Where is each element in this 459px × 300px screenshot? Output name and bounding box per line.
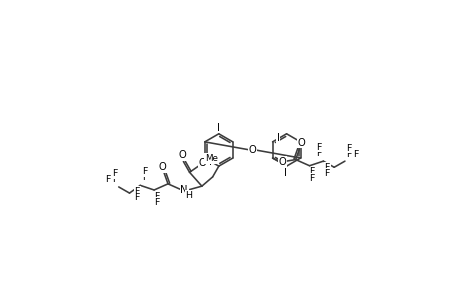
Text: F: F	[112, 169, 118, 178]
Text: F: F	[153, 198, 159, 207]
Text: O: O	[278, 157, 286, 167]
Text: F: F	[105, 176, 110, 184]
Text: F: F	[352, 150, 358, 159]
Text: I: I	[283, 168, 286, 178]
Text: F: F	[315, 149, 321, 158]
Text: O: O	[198, 158, 206, 168]
Text: O: O	[248, 145, 256, 155]
Text: F: F	[142, 167, 147, 176]
Text: F: F	[308, 167, 314, 176]
Text: F: F	[315, 143, 321, 152]
Text: Me: Me	[204, 154, 217, 163]
Text: I: I	[217, 123, 220, 133]
Text: F: F	[134, 187, 140, 196]
Text: F: F	[134, 193, 140, 202]
Text: O: O	[297, 138, 305, 148]
Text: N: N	[180, 185, 188, 195]
Text: O: O	[179, 150, 186, 160]
Text: O: O	[158, 162, 166, 172]
Text: I: I	[208, 157, 211, 167]
Text: F: F	[345, 150, 351, 159]
Text: F: F	[142, 173, 147, 182]
Text: H: H	[185, 191, 192, 200]
Text: F: F	[153, 192, 159, 201]
Text: F: F	[112, 176, 118, 184]
Text: F: F	[345, 143, 351, 152]
Text: F: F	[324, 169, 329, 178]
Text: F: F	[308, 174, 314, 183]
Text: F: F	[324, 163, 329, 172]
Text: I: I	[276, 133, 279, 143]
